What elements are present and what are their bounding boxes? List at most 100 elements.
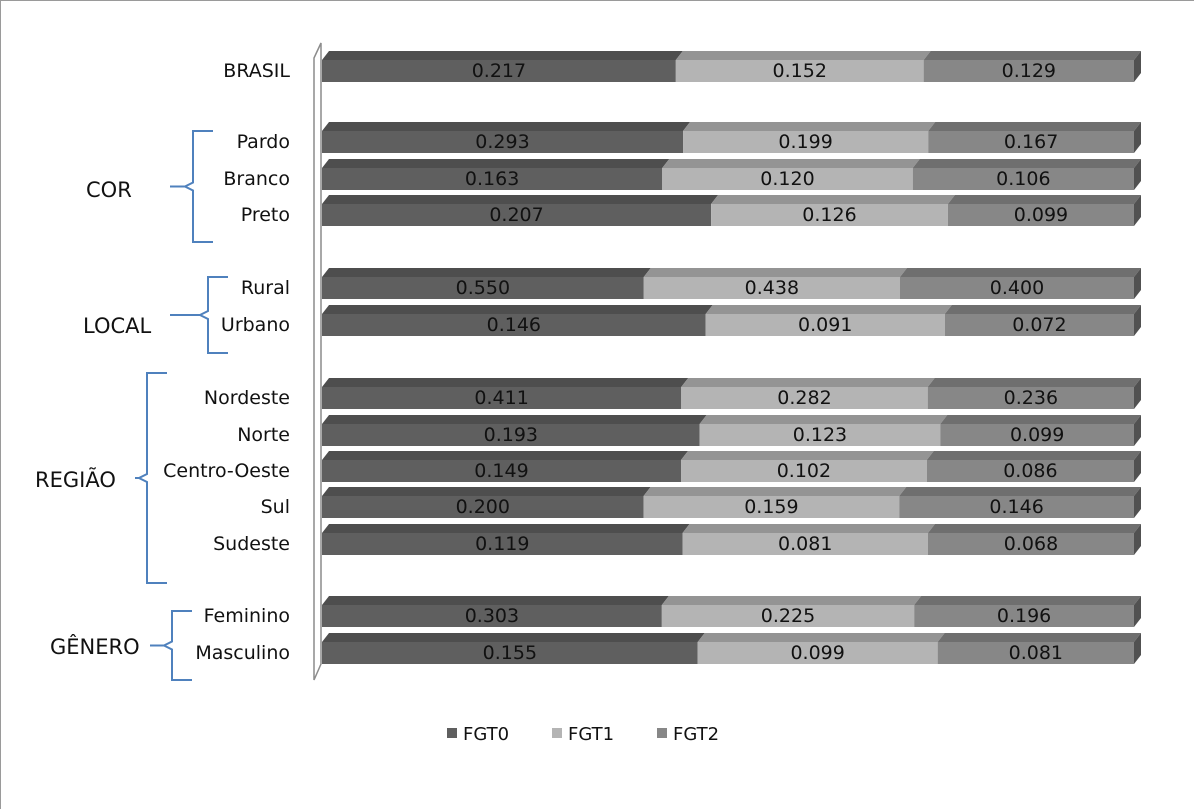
category-label: Norte [237,424,290,446]
data-label: 0.411 [474,387,528,409]
bar-row: 0.293 0.199 0.167 [322,122,1141,153]
data-label: 0.200 [456,496,510,518]
bar-segment-top [322,305,713,314]
category-label: Urbano [221,314,290,336]
bar-segment [705,314,945,336]
bar-segment-top [322,195,719,204]
group-label: GÊNERO [50,634,140,659]
data-label: 0.086 [1003,460,1057,482]
group-bracket [135,372,167,584]
bar-segment [322,642,698,664]
category-label: Pardo [237,131,290,153]
data-label: 0.193 [484,424,538,446]
category-label: Sudeste [213,533,290,555]
bar-segment-top [928,122,1141,131]
legend-item: FGT1 [552,724,614,745]
bar-segment [940,424,1134,446]
bar-side [1134,596,1141,627]
data-label: 0.400 [990,277,1044,299]
bar-side [1134,633,1141,664]
bar-segment [322,605,662,627]
bar-segment-top [940,415,1141,424]
data-label: 0.199 [778,131,832,153]
data-label: 0.293 [475,131,529,153]
bar-side [1134,487,1141,518]
bar-segment [928,131,1134,153]
data-label: 0.081 [1009,642,1063,664]
bar-row: 0.155 0.099 0.081 [322,633,1141,664]
bar-row: 0.146 0.091 0.072 [322,305,1141,336]
bar-segment-top [912,159,1141,168]
bar-side [1134,305,1141,336]
group-bracket [150,610,192,681]
data-label: 0.102 [777,460,831,482]
data-label: 0.120 [760,168,814,190]
data-label: 0.149 [474,460,528,482]
data-label: 0.068 [1004,533,1058,555]
bar-segment [322,168,663,190]
category-label: Branco [223,168,290,190]
data-label: 0.438 [745,277,799,299]
data-label: 0.225 [761,605,815,627]
bar-segment [927,387,1134,409]
bar-row: 0.149 0.102 0.086 [322,451,1141,482]
bar-segment [643,496,900,518]
bar-segment-top [927,524,1141,533]
bar-segment-top [697,633,945,642]
bar-row: 0.303 0.225 0.196 [322,596,1141,627]
data-label: 0.217 [472,60,526,82]
bar-segment-top [681,378,935,387]
category-label: BRASIL [223,60,290,82]
data-label: 0.099 [1014,204,1068,226]
category-label: Nordeste [204,387,290,409]
bar-segment-top [661,596,922,605]
bar-segment-top [711,195,955,204]
data-label: 0.163 [465,168,519,190]
group-bracket [170,130,213,243]
data-label: 0.155 [483,642,537,664]
bar-segment-top [944,305,1141,314]
bar-segment [711,204,948,226]
bar-segment [681,460,927,482]
bar-segment-top [322,415,707,424]
group-label: COR [86,178,132,202]
bar-segment [683,131,929,153]
bar-segment-top [322,378,689,387]
data-label: 0.146 [487,314,541,336]
data-label: 0.236 [1004,387,1058,409]
bar-segment [912,168,1134,190]
data-label: 0.106 [996,168,1050,190]
bar-segment [322,460,682,482]
bar-segment [322,533,683,555]
bar-segment [947,204,1134,226]
bar-segment [322,387,682,409]
bar-row: 0.411 0.282 0.236 [322,378,1141,409]
bar-side [1134,451,1141,482]
bar-segment [699,424,941,446]
bar-segment-top [643,268,907,277]
bar-segment [923,60,1134,82]
category-label: Sul [261,496,290,518]
bar-side [1134,268,1141,299]
axis-wall [313,42,322,681]
data-label: 0.091 [798,314,852,336]
bar-segment-top [322,159,670,168]
bracket-path [182,130,213,243]
bar-segment [937,642,1134,664]
bracket-path [161,610,192,681]
bar-segment [675,60,924,82]
data-label: 0.196 [997,605,1051,627]
bar-segment-top [937,633,1141,642]
bar-row: 0.550 0.438 0.400 [322,268,1141,299]
bar-segment-top [643,487,907,496]
data-label: 0.072 [1012,314,1066,336]
group-label: REGIÃO [35,466,116,492]
bar-row: 0.217 0.152 0.129 [322,51,1141,82]
bar-side [1134,195,1141,226]
bar-segment-top [675,51,931,60]
data-label: 0.152 [773,60,827,82]
data-label: 0.123 [793,424,847,446]
bar-segment-top [923,51,1141,60]
